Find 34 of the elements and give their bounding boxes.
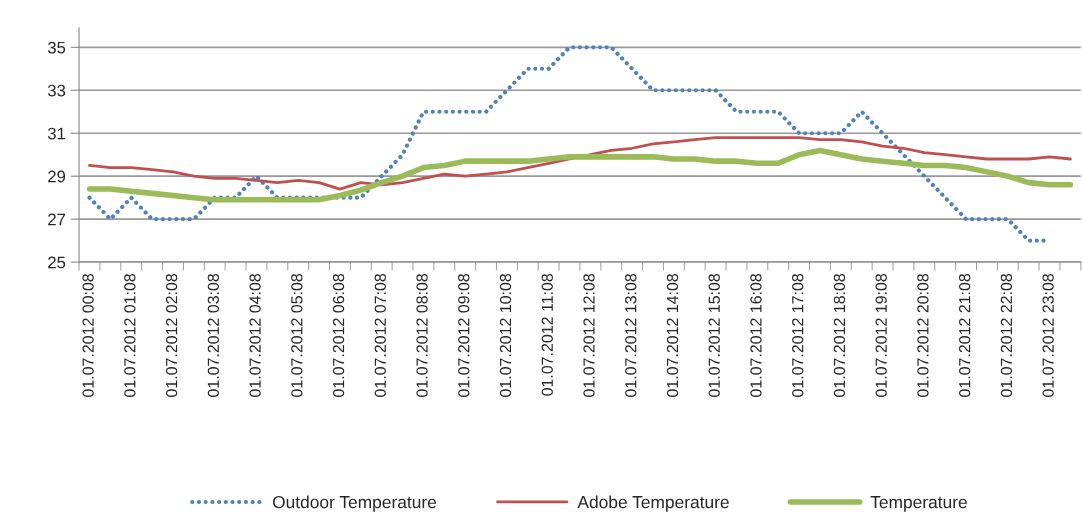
x-tick-label: 01.07.2012 21:08: [959, 273, 971, 397]
x-tick-label: 01.07.2012 19:08: [875, 273, 887, 397]
x-tick-label: 01.07.2012 03:08: [207, 273, 219, 397]
x-tick-label: 01.07.2012 22:08: [1000, 273, 1013, 397]
x-tick-label: 01.07.2012 11:08: [541, 273, 553, 396]
x-tick-label: 01.07.2012 15:08: [708, 273, 720, 397]
x-tick-label: 01.07.2012 14:08: [666, 273, 679, 397]
x-tick-label: 01.07.2012 17:08: [792, 273, 804, 397]
x-tick-label: 01.07.2012 01:08: [124, 273, 136, 397]
x-tick-label: 01.07.2012 05:08: [291, 273, 303, 397]
x-tick-label: 01.07.2012 20:08: [917, 273, 929, 397]
x-tick-label: 01.07.2012 12:08: [583, 273, 595, 397]
x-tick-label: 01.07.2012 06:08: [332, 273, 345, 397]
line-series: [88, 136, 1072, 191]
legend-label: Temperature: [870, 496, 967, 512]
y-tick-label: 27: [48, 213, 66, 226]
x-tick-label: 01.07.2012 07:08: [374, 273, 386, 397]
y-tick-label: 33: [47, 84, 66, 97]
legend-label: Outdoor Temperature: [272, 495, 437, 512]
x-tick-label: 01.07.2012 16:08: [750, 273, 762, 397]
x-tick-label: 01.07.2012 04:08: [249, 273, 261, 397]
legend-label: Adobe Temperature: [577, 495, 729, 512]
x-tick-label: 01.07.2012 10:08: [499, 273, 512, 397]
x-tick-label: 01.07.2012 13:08: [625, 273, 637, 397]
x-tick-label: 01.07.2012 09:08: [458, 273, 470, 397]
x-tick-label: 01.07.2012 02:08: [165, 273, 178, 397]
x-tick-label: 01.07.2012 00:08: [82, 273, 94, 397]
y-tick-label: 25: [48, 256, 66, 269]
y-tick-label: 29: [48, 170, 66, 183]
x-tick-label: 01.07.2012 08:08: [416, 273, 428, 397]
x-tick-label: 01.07.2012 18:08: [833, 273, 846, 397]
y-tick-label: 35: [47, 41, 66, 54]
y-tick-label: 31: [47, 127, 66, 140]
x-tick-label: 01.07.2012 23:08: [1042, 273, 1054, 397]
